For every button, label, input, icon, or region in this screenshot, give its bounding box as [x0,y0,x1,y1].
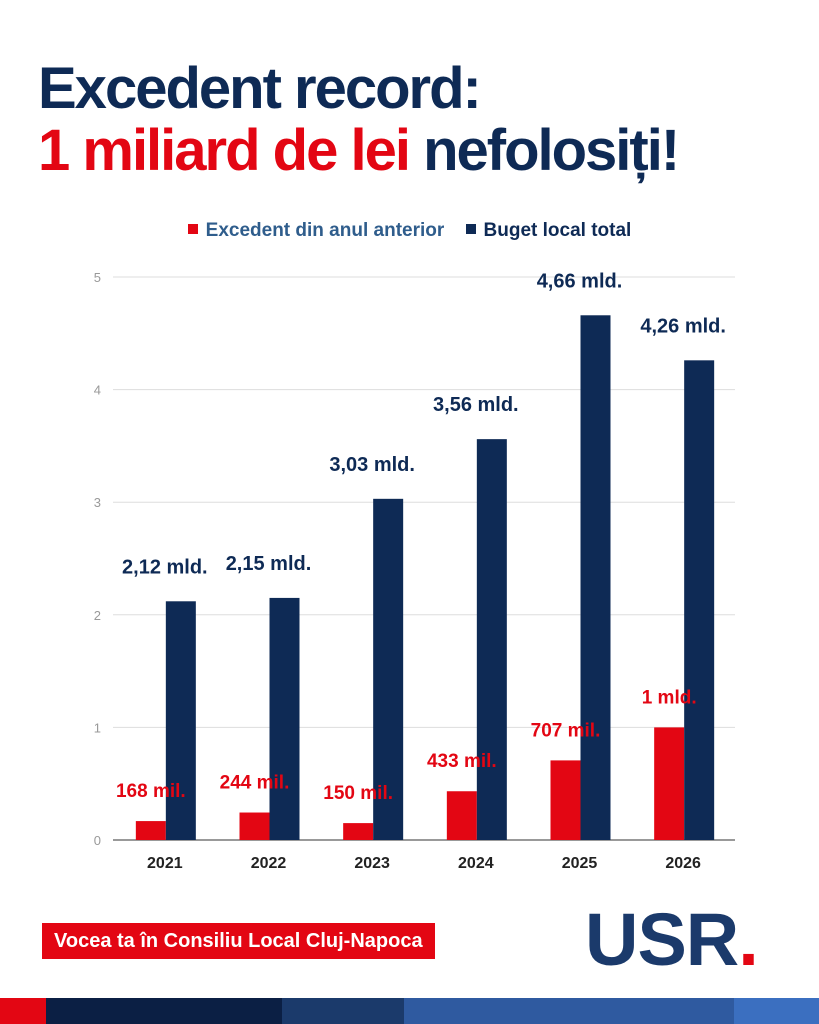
legend-swatch-budget [465,224,476,234]
bottom-bar-segment [734,998,819,1024]
bar-chart: 0 1 2 3 4 5 2021 2,12 mld. 168 mil. 2022 2,15 mld.… [94,270,735,872]
x-tick-label: 2025 [562,855,598,872]
data-label-surplus: 150 mil. [323,783,393,804]
legend-item-surplus: Excedent din anul anterior [187,220,445,242]
bar-surplus [135,821,166,840]
legend-label-surplus: Excedent din anul anterior [205,220,445,241]
page-title: Excedent record: 1 miliard de lei nefolo… [38,58,798,182]
bar-budget [580,315,611,840]
data-label-surplus: 1 mld. [642,687,697,708]
x-tick-label: 2024 [458,855,494,872]
bar-surplus [343,823,374,840]
x-tick-label: 2022 [251,855,287,872]
logo-text: USR [585,898,739,981]
bar-budget [165,601,196,840]
logo-dot: . [738,898,759,981]
footer-tag: Vocea ta în Consiliu Local Cluj-Napoca [42,923,435,959]
x-tick-label: 2021 [147,855,183,872]
data-label-surplus: 707 mil. [531,720,601,741]
bottom-bar-segment [404,998,734,1024]
y-tick-label: 4 [94,383,101,398]
bar-budget [476,439,507,840]
data-label-surplus: 168 mil. [116,781,186,802]
y-tick-label: 0 [94,833,101,848]
bar-surplus [446,791,477,840]
x-tick-label: 2023 [354,855,390,872]
legend-label-budget: Buget local total [483,220,632,241]
bottom-bar-segment [282,998,404,1024]
data-label-budget: 2,15 mld. [226,553,312,575]
y-tick-label: 1 [94,720,101,735]
bar-budget [684,360,715,840]
data-label-budget: 2,12 mld. [122,556,208,578]
bottom-color-bar [0,998,819,1024]
data-label-budget: 3,56 mld. [433,394,519,416]
data-label-budget: 3,03 mld. [329,454,415,476]
y-tick-label: 5 [94,270,101,285]
title-line-2-rest: nefolosiți! [423,118,680,183]
y-tick-label: 3 [94,495,101,510]
title-line-2-highlight: 1 miliard de lei [38,118,411,183]
data-label-surplus: 433 mil. [427,751,497,772]
usr-logo: USR. [585,898,759,981]
bottom-bar-segment [0,998,46,1024]
y-tick-label: 2 [94,608,101,623]
bar-budget [373,498,404,840]
data-label-surplus: 244 mil. [220,773,290,794]
bar-budget [269,597,300,840]
legend-swatch-surplus [187,224,198,234]
chart-legend: Excedent din anul anterior Buget local t… [0,220,819,242]
bottom-bar-segment [46,998,282,1024]
bar-surplus [654,727,685,840]
data-label-budget: 4,26 mld. [640,315,726,337]
data-label-budget: 4,66 mld. [537,270,623,292]
bar-surplus [550,760,581,840]
title-line-1: Excedent record: [38,56,482,121]
legend-item-budget: Buget local total [465,220,632,242]
bar-surplus [239,812,270,840]
x-tick-label: 2026 [665,855,701,872]
